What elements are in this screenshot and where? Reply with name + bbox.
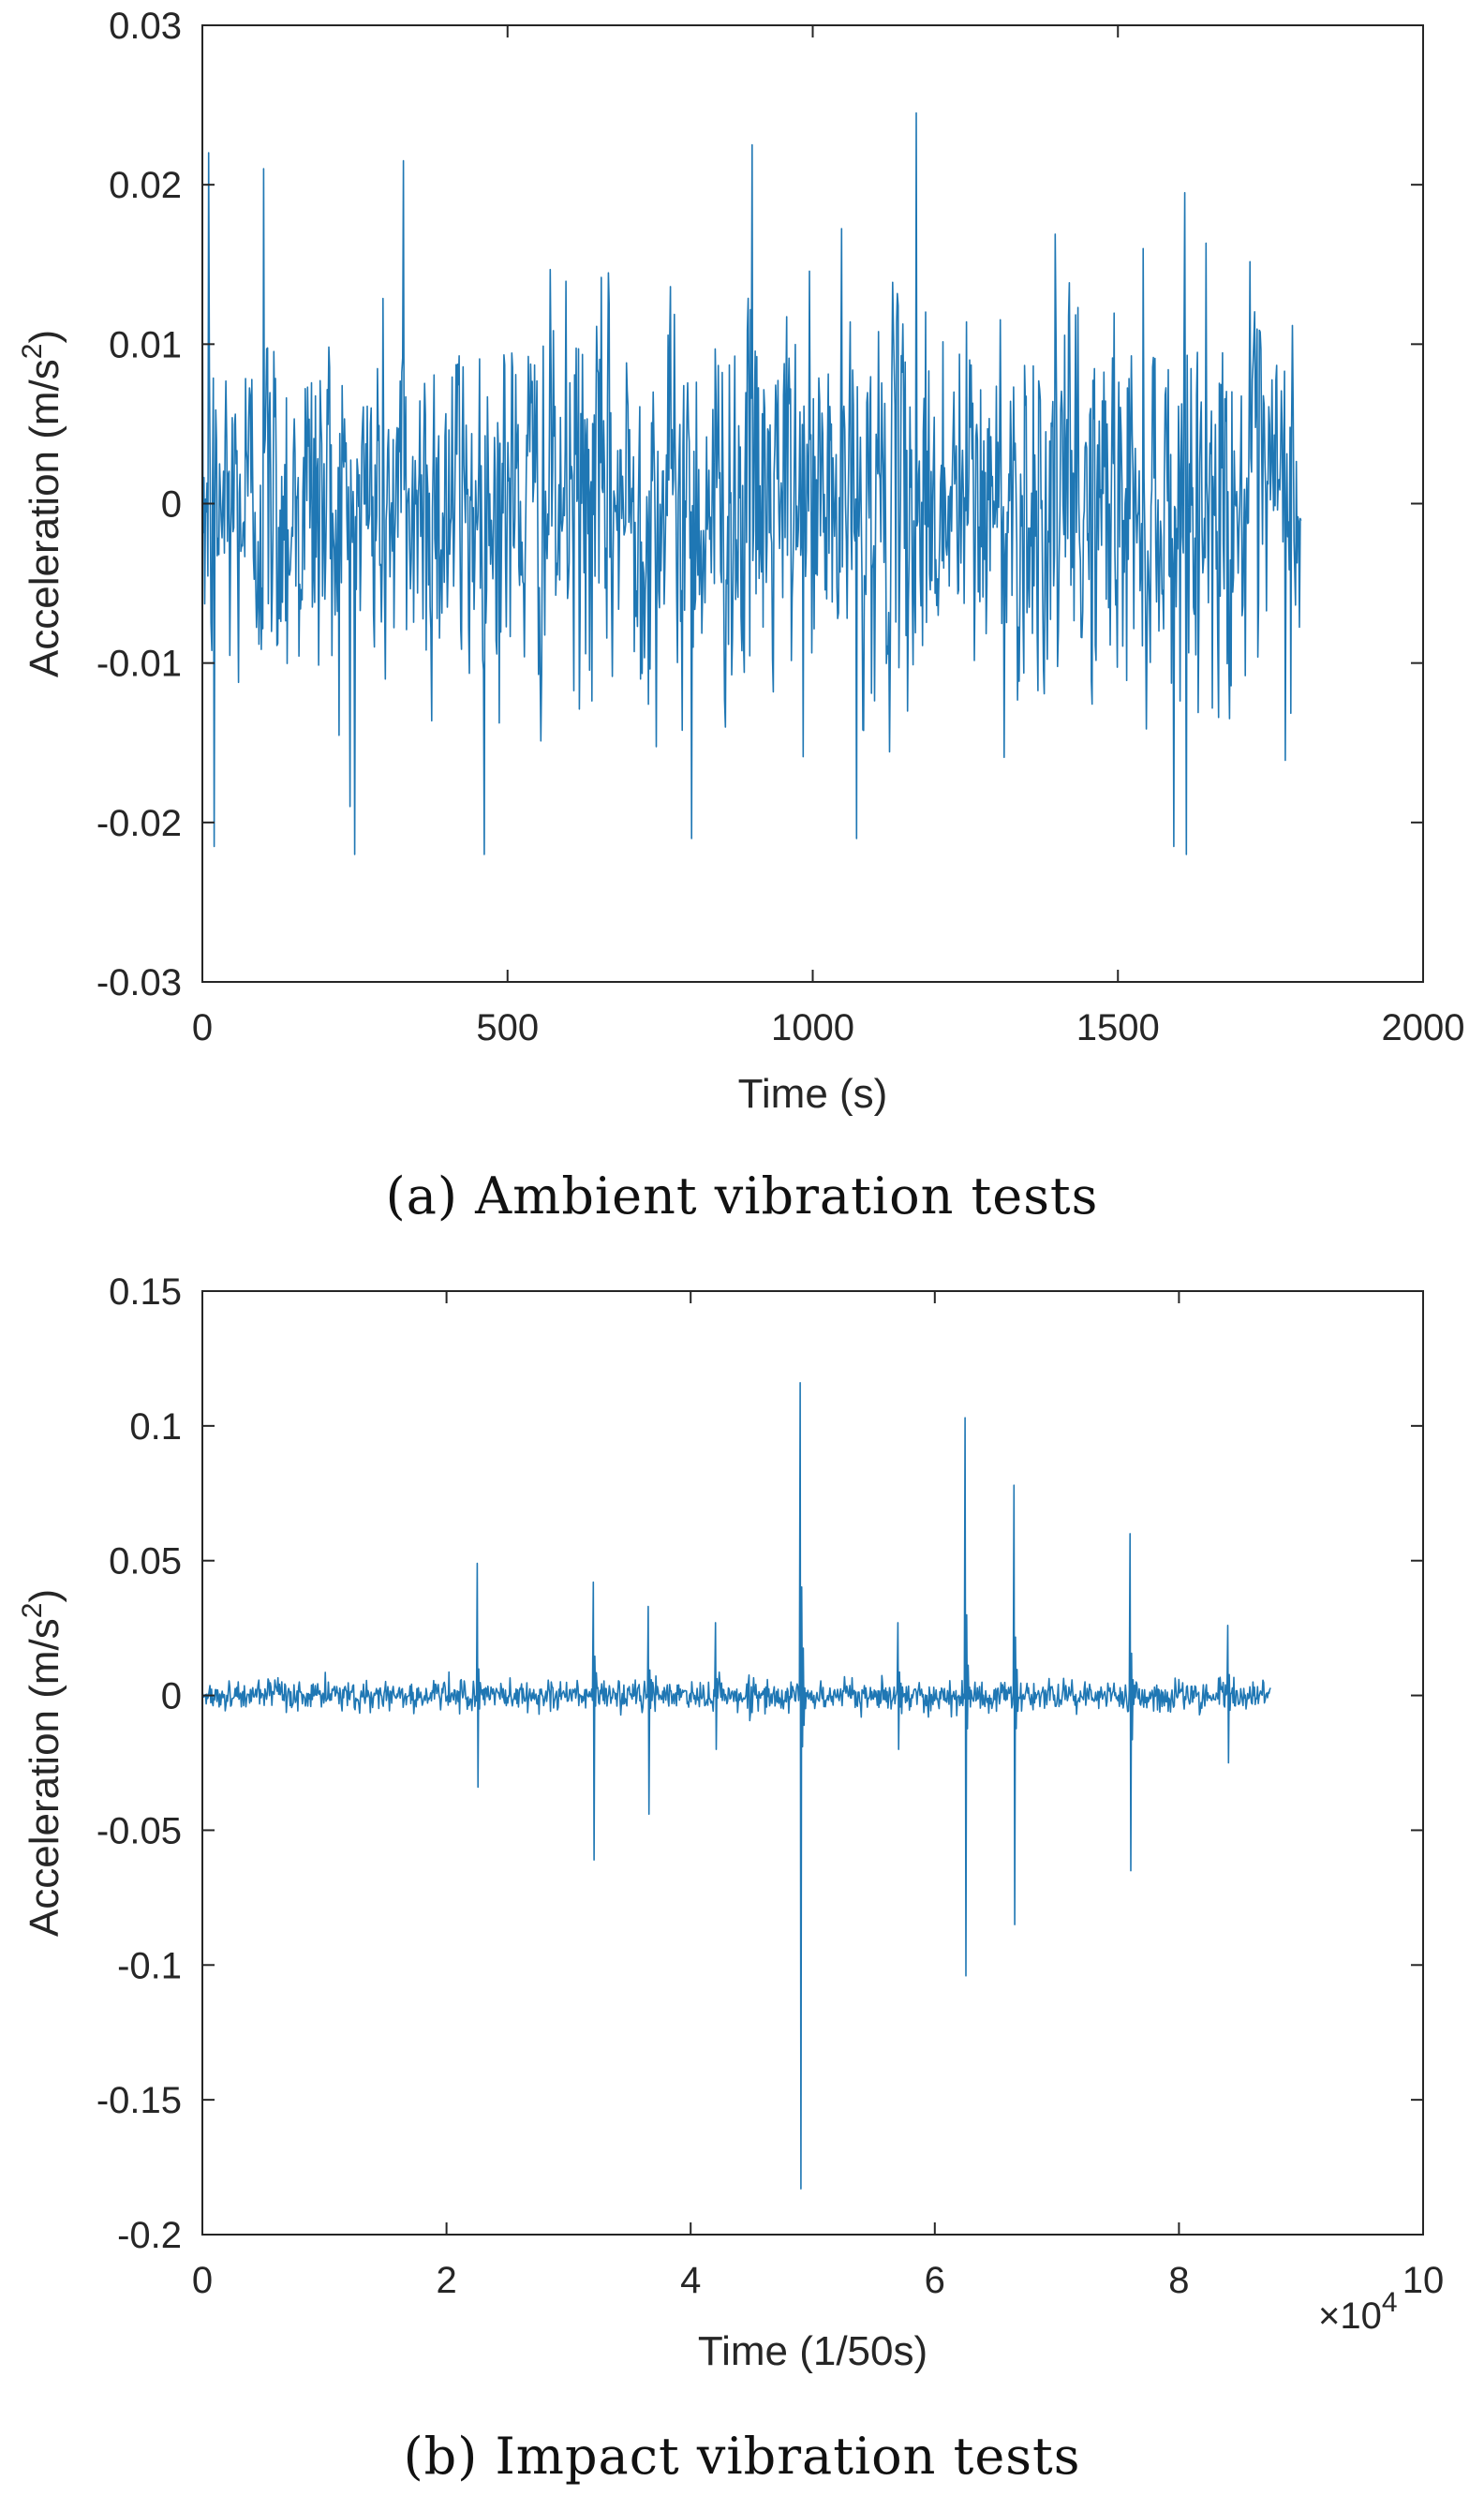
y-axis-label-main: Acceleration (m/s (22, 1618, 67, 1937)
chart-caption: (a) Ambient vibration tests (386, 1166, 1099, 1226)
y-tick-label: -0.15 (96, 2080, 182, 2121)
x-tick-label: 2000 (1382, 1007, 1465, 1048)
x-tick-label: 10 (1402, 2260, 1445, 2301)
x-axis-label: Time (s) (738, 1071, 888, 1117)
y-tick-label: 0.03 (109, 6, 182, 47)
x-tick-label: 0 (192, 2260, 213, 2301)
y-axis-label-close: ) (22, 1589, 67, 1603)
y-tick-label: 0.05 (109, 1541, 182, 1582)
y-tick-label: -0.03 (96, 962, 182, 1003)
y-tick-label: 0.1 (129, 1406, 182, 1448)
y-tick-label: 0.15 (109, 1271, 182, 1313)
y-tick-label: 0.02 (109, 165, 182, 206)
y-axis-label: Acceleration (m/s2) (17, 1589, 67, 1937)
series-line (202, 1382, 1271, 2190)
x-tick-label: 2 (436, 2260, 456, 2301)
y-axis-label-close: ) (22, 330, 67, 344)
y-tick-label: 0.01 (109, 324, 182, 365)
y-axis-label-superscript: 2 (17, 344, 48, 360)
x-axis-exponent-power: 4 (1382, 2287, 1398, 2318)
plot-frame (201, 1290, 1424, 2236)
y-tick-label: -0.02 (96, 803, 182, 844)
x-tick-label: 0 (192, 1007, 213, 1048)
x-tick-label: 8 (1168, 2260, 1189, 2301)
y-tick-label: -0.05 (96, 1810, 182, 1851)
y-tick-label: -0.1 (117, 1945, 182, 1986)
x-axis-exponent: ×104 (1318, 2287, 1398, 2337)
y-axis-label: Acceleration (m/s2) (17, 330, 67, 677)
x-tick-label: 1500 (1076, 1007, 1160, 1048)
chart-panel-a: 0 500 1000 1500 2000 -0.03 -0.02 -0.01 0 0.01 0.02… (17, 6, 1464, 1226)
y-tick-label: -0.01 (96, 644, 182, 685)
x-axis-label: Time (1/50s) (698, 2328, 928, 2374)
x-tick-label: 500 (476, 1007, 539, 1048)
y-axis-label-superscript: 2 (17, 1603, 48, 1619)
chart-caption: (b) Impact vibration tests (404, 2427, 1081, 2486)
x-axis-exponent-base: ×10 (1318, 2295, 1382, 2337)
y-axis-label-main: Acceleration (m/s (22, 359, 67, 677)
x-tick-label: 6 (925, 2260, 945, 2301)
x-tick-label: 4 (680, 2260, 701, 2301)
y-tick-label: 0 (161, 484, 182, 526)
series-line (202, 111, 1302, 855)
chart-panel-b: 0 2 4 6 8 10 -0.2 -0.15 -0.1 -0.05 0 0.05 0.1 0.15 Tim… (17, 1271, 1444, 2486)
y-tick-label: 0 (161, 1676, 182, 1717)
x-tick-label: 1000 (771, 1007, 854, 1048)
y-tick-label: -0.2 (117, 2215, 182, 2256)
